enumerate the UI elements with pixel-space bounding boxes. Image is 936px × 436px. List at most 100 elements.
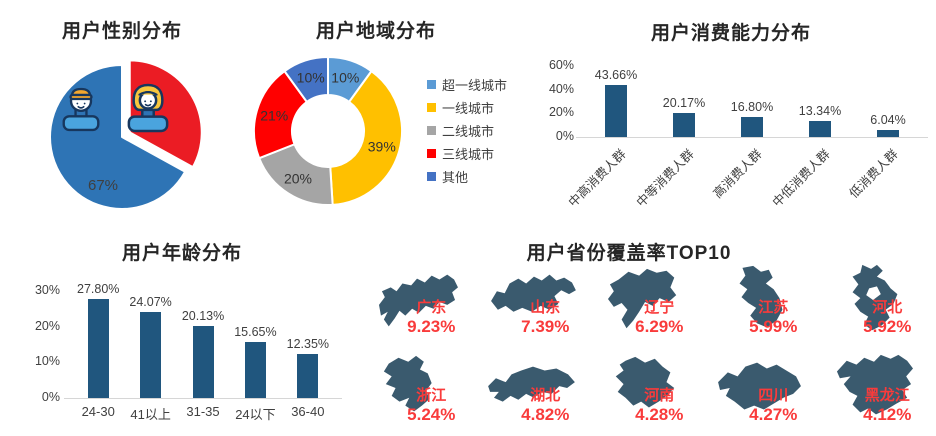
map-liaoning: 辽宁 6.29% <box>592 262 706 348</box>
bar-column-1: 20.17% <box>650 30 718 137</box>
donut-slice-label-3: 21% <box>260 107 288 123</box>
age-category-label-2: 31-35 <box>186 404 220 419</box>
y-tick-label: 60% <box>548 58 574 72</box>
legend-swatch-icon <box>427 149 436 158</box>
donut-slice-label-4: 10% <box>297 70 325 86</box>
map-label-sichuan: 四川 4.27% <box>723 386 823 424</box>
bar-value-label: 20.17% <box>662 96 706 110</box>
province-silhouette <box>607 268 677 329</box>
province-name: 湖北 <box>530 386 561 404</box>
y-tick-label: 30% <box>34 283 60 297</box>
map-label-jiangsu: 江苏 5.99% <box>723 298 823 336</box>
map-label-shandong: 山东 7.39% <box>495 299 595 336</box>
consumption-x-axis-line <box>576 137 928 138</box>
map-jiangsu: 江苏 5.99% <box>706 262 820 348</box>
region-donut-chart: 10% 39% 20% 21% 10% <box>253 56 403 206</box>
province-coverage-value: 9.23% <box>407 316 456 336</box>
region-distribution-panel: 用户地域分布 10% 39% 20% 21% 10% 超一线城市 一线城市 二线城市 三线城市… <box>240 8 532 220</box>
age-bars: 27.80% 24.07% 20.13% 15.65% 12.35% <box>72 266 334 398</box>
province-silhouette <box>739 265 783 328</box>
map-shape-sichuan <box>718 362 801 410</box>
bar-1 <box>673 113 695 137</box>
map-label-hubei: 湖北 4.82% <box>495 386 595 424</box>
province-chart-title: 用户省份覆盖率TOP10 <box>526 243 732 264</box>
bar-value-label: 24.07% <box>129 295 172 309</box>
legend-label: 三线城市 <box>442 147 495 162</box>
province-name: 河北 <box>872 298 903 316</box>
gender-male-share-label: 67% <box>88 177 118 194</box>
province-silhouette <box>491 274 576 312</box>
legend-label: 超一线城市 <box>442 78 508 93</box>
bar-value-label: 27.80% <box>77 282 120 296</box>
donut-slice-label-1: 39% <box>368 139 396 155</box>
map-guangdong: 广东 9.23% <box>364 262 478 348</box>
map-zhejiang: 浙江 5.24% <box>364 350 478 436</box>
y-tick-label: 0% <box>41 390 60 404</box>
gender-chart-title: 用户性别分布 <box>61 21 182 42</box>
bar-column-1: 24.07% <box>124 266 176 398</box>
legend-swatch-icon <box>427 126 436 135</box>
province-silhouette <box>488 366 575 402</box>
province-coverage-value: 4.12% <box>863 404 912 424</box>
map-shape-hebei <box>852 264 898 331</box>
province-silhouette <box>379 274 458 327</box>
gender-pie-svg: 67% <box>49 59 203 210</box>
y-tick-label: 10% <box>34 354 60 369</box>
y-tick-label: 40% <box>548 81 574 96</box>
bar-4 <box>877 130 899 137</box>
legend-swatch-icon <box>427 80 436 89</box>
map-sichuan: 四川 4.27% <box>706 350 820 436</box>
province-silhouette <box>383 355 432 412</box>
province-silhouette <box>615 356 675 408</box>
y-tick-label: 0% <box>555 129 574 143</box>
legend-item-0: 超一线城市 <box>427 78 508 93</box>
province-map-grid: 广东 9.23% 山东 7.39% 辽宁 6.29% 江苏 5.99% 河北 5.92% 浙江 5.2… <box>362 262 936 436</box>
bar-3 <box>244 342 266 398</box>
legend-label: 其他 <box>442 170 469 185</box>
age-category-label-3: 24以下 <box>235 407 276 422</box>
province-coverage-value: 6.29% <box>635 316 684 336</box>
bar-value-label: 20.13% <box>181 309 225 323</box>
province-name: 黑龙江 <box>864 386 910 404</box>
province-name: 广东 <box>416 298 447 316</box>
map-label-liaoning: 辽宁 6.29% <box>609 299 709 336</box>
donut-slice-label-2: 20% <box>284 170 312 186</box>
legend-item-1: 一线城市 <box>427 101 507 116</box>
map-label-hebei: 河北 5.92% <box>837 298 936 336</box>
province-coverage-value: 4.28% <box>635 404 684 424</box>
province-coverage-value: 5.24% <box>407 404 456 424</box>
bar-value-label: 12.35% <box>286 337 330 351</box>
region-legend: 超一线城市 一线城市 二线城市 三线城市 其他 <box>427 78 507 193</box>
female-user-icon <box>126 82 170 139</box>
province-coverage-value: 5.92% <box>863 316 912 336</box>
bar-column-4: 6.04% <box>854 30 922 137</box>
donut-slice-label-0: 10% <box>331 70 359 86</box>
map-shandong: 山东 7.39% <box>478 262 592 348</box>
province-name: 江苏 <box>758 298 789 316</box>
donut-slice-1 <box>329 70 403 206</box>
map-shape-zhejiang <box>383 355 432 412</box>
age-category-label-1: 41以上 <box>130 407 171 422</box>
bar-0 <box>87 299 109 398</box>
age-category-label-4: 36-40 <box>291 404 325 419</box>
map-hebei: 河北 5.92% <box>820 262 934 348</box>
bar-column-0: 43.66% <box>582 30 650 137</box>
bar-column-0: 27.80% <box>72 266 124 398</box>
province-coverage-value: 4.27% <box>749 404 798 424</box>
gender-pie-chart: 67% <box>8 8 236 220</box>
bar-2 <box>192 326 214 398</box>
legend-label: 一线城市 <box>442 101 495 116</box>
bar-value-label: 6.04% <box>870 113 906 127</box>
age-x-axis-line <box>64 398 342 399</box>
bar-value-label: 13.34% <box>798 104 842 118</box>
bar-column-2: 20.13% <box>177 266 229 398</box>
map-label-guangdong: 广东 9.23% <box>381 298 481 336</box>
bar-column-4: 12.35% <box>282 266 334 398</box>
map-shape-heilongjiang <box>836 354 913 415</box>
bar-value-label: 43.66% <box>594 68 638 82</box>
province-name: 四川 <box>758 386 789 404</box>
legend-item-4: 其他 <box>427 170 507 185</box>
y-tick-label: 20% <box>34 318 60 333</box>
legend-swatch-icon <box>427 103 436 112</box>
